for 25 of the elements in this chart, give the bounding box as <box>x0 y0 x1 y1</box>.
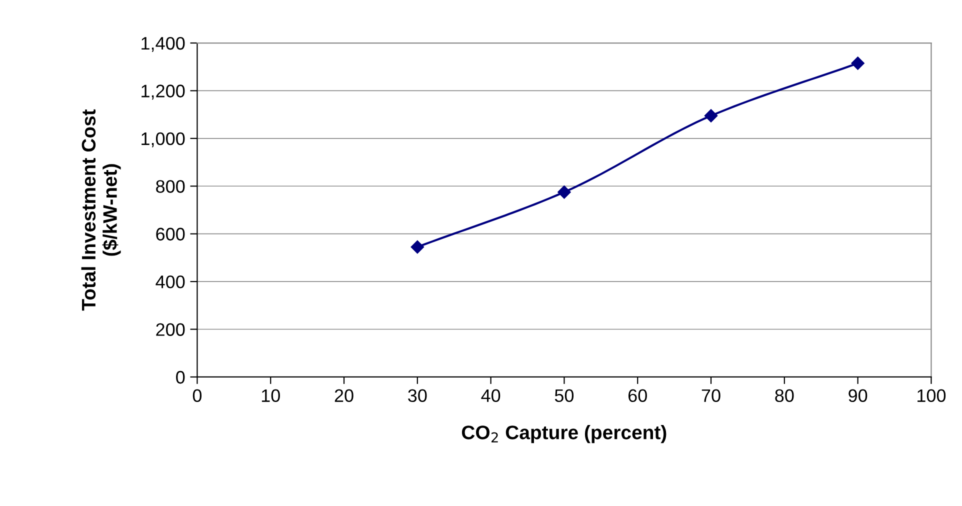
y-tick-label: 400 <box>156 275 185 288</box>
point <box>410 240 424 254</box>
y-tick-label: 1,400 <box>142 36 185 52</box>
x-tick-label: 10 <box>262 389 280 402</box>
x-tick-label: 20 <box>334 389 354 402</box>
point <box>558 186 571 199</box>
x-tick-label: 90 <box>848 389 868 402</box>
y-tick-label: 1,200 <box>142 84 185 100</box>
y-tick-label: 0 <box>176 370 185 384</box>
x-tick-label: 70 <box>702 389 720 402</box>
x-tick-label: 30 <box>408 389 427 402</box>
x-tick-label: 40 <box>481 389 500 402</box>
y-tick-label: 1,000 <box>142 132 185 148</box>
y-axis-title: Total Investment Cost ($/kW-net) <box>81 109 121 311</box>
y-tick-label: 600 <box>156 228 185 241</box>
x-tick-label: 100 <box>918 389 946 402</box>
x-tick-label: 80 <box>775 389 794 402</box>
x-tick-label: 0 <box>192 389 202 402</box>
point <box>851 56 864 70</box>
y-tick-label: 200 <box>156 323 185 336</box>
x-tick-label: 50 <box>554 389 574 402</box>
x-axis-title: CO$_{2}$ Capture (percent) <box>462 425 666 444</box>
point <box>704 109 718 122</box>
x-tick-label: 60 <box>628 389 647 402</box>
y-tick-label: 800 <box>156 180 185 193</box>
